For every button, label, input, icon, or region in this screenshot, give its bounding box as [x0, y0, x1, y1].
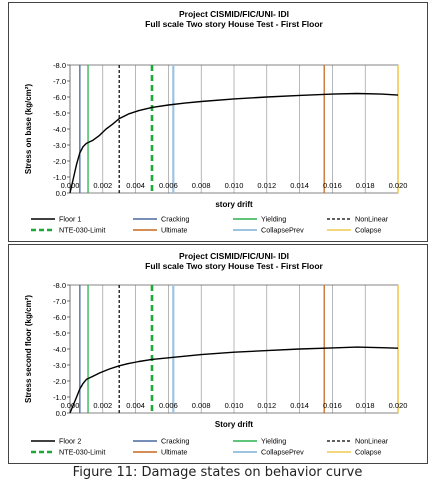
bottom-x-axis-label: Story drift: [215, 420, 254, 429]
figure-caption: Figure 11: Damage states on behavior cur…: [72, 465, 363, 480]
bottom-chart-title: Project CISMID/FIC/UNI- IDI: [179, 251, 289, 261]
top-x-tick-label: 0.002: [93, 181, 112, 190]
top-legend-label-series: Floor 1: [59, 215, 81, 224]
bottom-x-tick-label: 0.000: [61, 401, 80, 410]
top-y-tick-label: -7.0: [53, 77, 66, 86]
top-legend-label-collapseprev: CollapsePrev: [261, 226, 304, 235]
top-y-tick-label: -3.0: [53, 141, 66, 150]
top-x-tick-label: 0.008: [192, 181, 211, 190]
bottom-legend-label-cracking: Cracking: [161, 437, 189, 446]
top-y-tick-label: -6.0: [53, 93, 66, 102]
chart-panel-bottom: Project CISMID/FIC/UNI- IDI Full scale Tw…: [8, 244, 428, 464]
bottom-legend-label-yielding: Yielding: [261, 437, 286, 446]
top-legend-label-ultimate: Ultimate: [161, 226, 187, 235]
top-x-axis-label: story drift: [215, 200, 253, 209]
top-x-tick-label: 0.010: [225, 181, 244, 190]
bottom-x-tick-label: 0.006: [159, 401, 178, 410]
bottom-legend-label-ultimate: Ultimate: [161, 448, 187, 457]
top-x-tick-label: 0.012: [257, 181, 276, 190]
bottom-y-axis-label: Stress second floor (kg/cm²): [24, 295, 33, 403]
top-legend-label-nonlinear: NonLinear: [355, 215, 389, 224]
bottom-legend-label-collapseprev: CollapsePrev: [261, 448, 304, 457]
bottom-x-tick-label: 0.016: [323, 401, 342, 410]
bottom-x-tick-label: 0.018: [356, 401, 375, 410]
bottom-x-tick-label: 0.014: [290, 401, 309, 410]
top-series-line: [69, 92, 399, 194]
bottom-y-tick-label: 0.0: [56, 409, 66, 418]
bottom-x-tick-label: 0.002: [93, 401, 112, 410]
bottom-legend-label-nonlinear: NonLinear: [355, 437, 389, 446]
top-y-tick-label: -1.0: [53, 173, 66, 182]
bottom-y-tick-label: -8.0: [53, 281, 66, 290]
bottom-x-tick-label: 0.020: [389, 401, 408, 410]
bottom-legend-label-colapse: Colapse: [355, 448, 381, 457]
top-y-tick-label: 0.0: [56, 189, 66, 198]
top-y-axis-label: Stress on base (kg/cm²): [24, 84, 33, 175]
top-x-tick-label: 0.016: [323, 181, 342, 190]
top-x-tick-label: 0.020: [389, 181, 408, 190]
chart-panel-top: Project CISMID/FIC/UNI- IDI Full scale Tw…: [8, 2, 428, 242]
top-y-tick-label: -5.0: [53, 109, 66, 118]
bottom-x-tick-label: 0.012: [257, 401, 276, 410]
top-x-tick-label: 0.000: [61, 181, 80, 190]
top-y-tick-label: -2.0: [53, 157, 66, 166]
top-y-tick-label: -4.0: [53, 125, 66, 134]
top-x-tick-label: 0.004: [126, 181, 145, 190]
bottom-x-tick-label: 0.008: [192, 401, 211, 410]
top-legend-label-cracking: Cracking: [161, 215, 189, 224]
top-legend-label-yielding: Yielding: [261, 215, 286, 224]
top-x-tick-label: 0.018: [356, 181, 375, 190]
top-chart-subtitle: Full scale Two story House Test - First …: [145, 19, 323, 29]
bottom-legend-label-nte: NTE-030-Limit: [59, 448, 105, 457]
bottom-y-tick-label: -1.0: [53, 393, 66, 402]
bottom-y-tick-label: -2.0: [53, 377, 66, 386]
bottom-series-line: [69, 346, 399, 414]
bottom-y-tick-label: -4.0: [53, 345, 66, 354]
top-legend-label-colapse: Colapse: [355, 226, 381, 235]
top-legend-label-nte: NTE-030-Limit: [59, 226, 105, 235]
bottom-y-tick-label: -3.0: [53, 361, 66, 370]
bottom-x-tick-label: 0.004: [126, 401, 145, 410]
bottom-y-tick-label: -7.0: [53, 297, 66, 306]
bottom-y-tick-label: -5.0: [53, 329, 66, 338]
top-chart-title: Project CISMID/FIC/UNI- IDI: [179, 9, 289, 19]
bottom-legend-label-series: Floor 2: [59, 437, 81, 446]
bottom-x-tick-label: 0.010: [225, 401, 244, 410]
bottom-y-tick-label: -6.0: [53, 313, 66, 322]
top-x-tick-label: 0.014: [290, 181, 309, 190]
top-x-tick-label: 0.006: [159, 181, 178, 190]
bottom-chart-subtitle: Full scale Two story House Test - First …: [145, 261, 323, 271]
top-y-tick-label: -8.0: [53, 61, 66, 70]
